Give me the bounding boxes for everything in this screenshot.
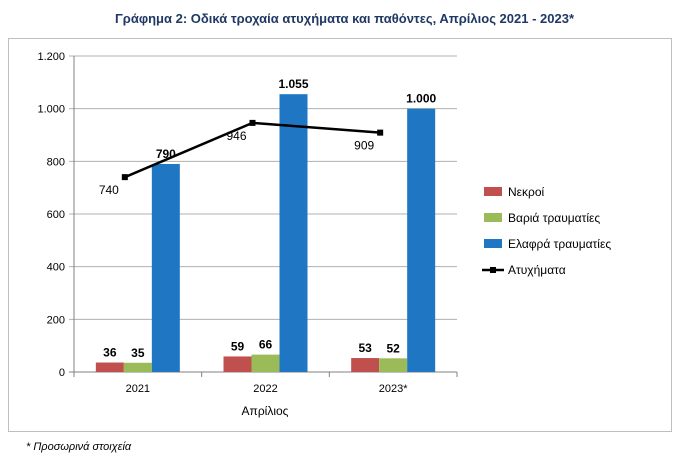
footnote: * Προσωρινά στοιχεία [26, 441, 132, 453]
line-series [121, 119, 384, 181]
chart-title: Γράφημα 2: Οδικά τροχαία ατυχήματα και π… [114, 11, 575, 26]
legend-label: Ατυχήματα [508, 263, 566, 277]
line-value-label: 946 [226, 129, 246, 143]
y-tick-label: 1.000 [37, 104, 65, 116]
bar-value-label: 53 [358, 341, 372, 355]
y-axis: 0 200 400 600 800 1.000 1.200 [37, 51, 75, 379]
bar [151, 163, 180, 372]
bar-value-label: 59 [231, 339, 245, 353]
y-tick-label: 200 [47, 314, 65, 326]
bar [351, 358, 380, 372]
legend-swatch [484, 239, 502, 248]
legend-marker [490, 267, 496, 273]
chart-svg: 0 200 400 600 800 1.000 1.200 2021 2022 2023* 36… [37, 51, 611, 418]
y-tick-label: 800 [47, 156, 65, 168]
bar [279, 94, 308, 372]
y-tick-label: 0 [59, 367, 65, 379]
bar-value-label: 66 [259, 338, 273, 352]
chart-frame: 0 200 400 600 800 1.000 1.200 2021 2022 2023* 36… [8, 38, 672, 432]
line-marker [121, 174, 128, 181]
bar [95, 362, 124, 372]
y-tick-label: 1.200 [37, 51, 65, 63]
bar [223, 356, 252, 372]
y-tick-label: 600 [47, 209, 65, 221]
y-tick-label: 400 [47, 262, 65, 274]
x-tick-label: 2022 [253, 383, 277, 395]
legend-label: Ελαφρά τραυματίες [508, 237, 611, 251]
bar [379, 358, 408, 372]
bar-value-label: 52 [386, 341, 400, 355]
grid-lines [69, 55, 457, 373]
bar-value-label: 36 [103, 346, 117, 360]
bar [251, 354, 280, 372]
line-marker [249, 119, 256, 126]
bar-value-label: 790 [156, 147, 176, 161]
bar [407, 108, 436, 373]
line-value-label: 909 [354, 139, 374, 153]
legend-swatch [484, 187, 502, 196]
legend-swatch [484, 213, 502, 222]
bars [95, 94, 436, 373]
data-labels: 36 59 53 35 66 52 790 1.055 1.000 740 946 909 [99, 77, 437, 360]
x-axis-title: Απρίλιος [242, 404, 289, 418]
line-marker [377, 129, 384, 136]
legend: Νεκροί Βαριά τραυματίες Ελαφρά τραυματίες Α… [482, 185, 611, 277]
line-value-label: 740 [99, 183, 119, 197]
bar-value-label: 1.055 [278, 77, 308, 91]
legend-label: Βαριά τραυματίες [508, 211, 600, 225]
x-axis: 2021 2022 2023* [73, 372, 458, 395]
bar-value-label: 35 [131, 346, 145, 360]
bar [123, 362, 152, 372]
legend-label: Νεκροί [508, 185, 545, 199]
bar-value-label: 1.000 [406, 92, 436, 106]
x-tick-label: 2021 [126, 383, 150, 395]
x-tick-label: 2023* [379, 383, 408, 395]
